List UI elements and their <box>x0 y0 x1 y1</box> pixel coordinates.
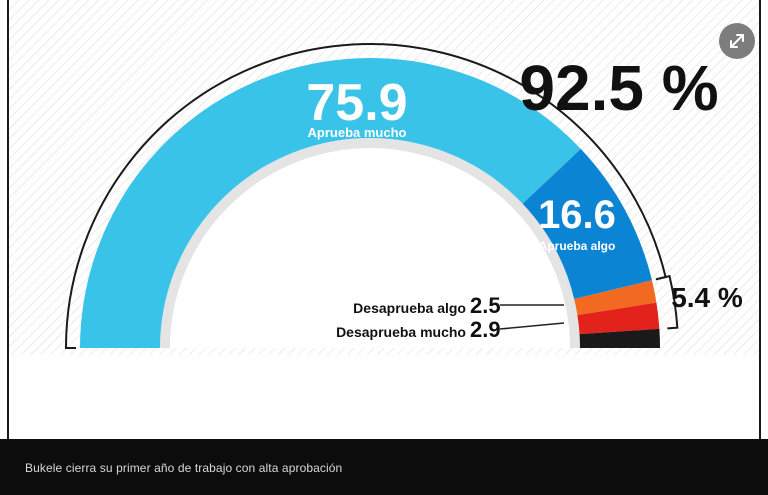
donut-slice-aprueba-mucho <box>80 58 581 348</box>
value-label-aprueba-algo: 16.6 <box>538 193 616 237</box>
donut-slice-desaprueba-mucho <box>577 302 660 335</box>
donut-slice-aprueba-algo <box>522 148 652 299</box>
donut-slice-desaprueba-algo <box>574 280 657 316</box>
donut-layer <box>80 58 660 348</box>
image-caption: Bukele cierra su primer año de trabajo c… <box>25 461 343 475</box>
series-label-desaprueba-algo: Desaprueba algo <box>353 300 466 316</box>
value-label-desaprueba-algo: 2.5 <box>470 293 501 318</box>
series-label-desaprueba-mucho: Desaprueba mucho <box>336 324 466 340</box>
series-label-aprueba-algo: Aprueba algo <box>539 239 616 253</box>
expand-icon <box>730 34 744 48</box>
expand-button[interactable] <box>719 23 755 59</box>
group-total-approve: 92.5 % <box>519 52 718 124</box>
group-total-disapprove: 5.4 % <box>671 282 743 313</box>
series-label-aprueba-mucho: Aprueba mucho <box>308 125 407 140</box>
value-label-desaprueba-mucho: 2.9 <box>470 317 501 342</box>
caption-bar: Bukele cierra su primer año de trabajo c… <box>0 439 768 495</box>
approval-bracket <box>64 43 667 349</box>
leader-line-desaprueba-mucho <box>499 322 565 330</box>
disapproval-bracket <box>659 274 679 330</box>
bracket-layer <box>64 43 679 349</box>
value-label-aprueba-mucho: 75.9 <box>306 74 407 132</box>
inner-disc <box>170 148 570 348</box>
donut-slice-remainder <box>579 328 660 348</box>
approval-chart: 75.9 Aprueba mucho 16.6 Aprueba algo 92.… <box>9 0 759 355</box>
